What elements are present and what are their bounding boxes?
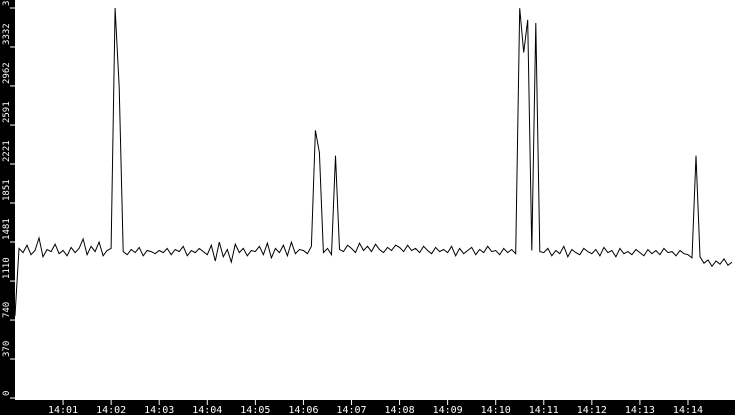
y-tick-label: 1110 bbox=[2, 257, 12, 279]
x-tick-label: 14:05 bbox=[240, 405, 270, 415]
x-tick-label: 14:07 bbox=[336, 405, 366, 415]
y-tick-label: 370 bbox=[2, 341, 12, 357]
x-axis-band bbox=[0, 400, 735, 415]
y-tick-label: 3332 bbox=[2, 23, 12, 45]
y-tick-label: 2962 bbox=[2, 62, 12, 84]
y-tick-label: 0 bbox=[2, 391, 12, 396]
x-tick-label: 14:06 bbox=[288, 405, 318, 415]
y-tick-label: 1481 bbox=[2, 218, 12, 240]
y-axis-band bbox=[0, 0, 15, 415]
series-line bbox=[14, 7, 733, 316]
x-tick-label: 14:12 bbox=[577, 405, 607, 415]
x-tick-label: 14:03 bbox=[144, 405, 174, 415]
x-tick-label: 14:13 bbox=[625, 405, 655, 415]
x-tick-label: 14:10 bbox=[481, 405, 511, 415]
y-axis: 0 370 740 1110 1481 1851 2221 2591 2962 3332 3702 bbox=[2, 0, 15, 399]
y-tick-label: 740 bbox=[2, 302, 12, 318]
x-axis: 14:01 14:02 14:03 14:04 14:05 14:06 14:07 14:08… bbox=[48, 400, 703, 415]
x-tick-label: 14:11 bbox=[529, 405, 559, 415]
x-tick-label: 14:01 bbox=[48, 405, 78, 415]
x-tick-label: 14:02 bbox=[96, 405, 126, 415]
x-tick-label: 14:09 bbox=[433, 405, 463, 415]
y-tick-label: 2591 bbox=[2, 101, 12, 123]
y-tick-label: 1851 bbox=[2, 179, 12, 201]
y-tick-label: 3702 bbox=[2, 0, 12, 6]
x-tick-label: 14:08 bbox=[385, 405, 415, 415]
y-tick-label: 2221 bbox=[2, 140, 12, 162]
x-tick-label: 14:04 bbox=[192, 405, 222, 415]
x-tick-label: 14:14 bbox=[673, 405, 703, 415]
